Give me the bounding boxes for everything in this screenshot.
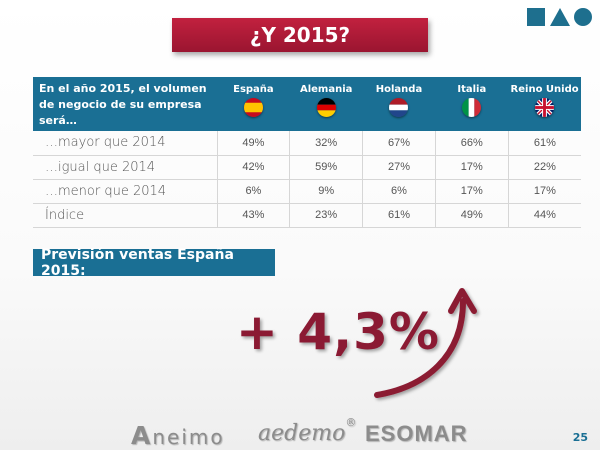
country-label: España (233, 84, 274, 95)
country-header-germany: Alemania (290, 77, 363, 131)
table-row: Índice 43% 23% 61% 49% 44% (33, 203, 581, 228)
table-cell: 61% (362, 203, 436, 228)
table-row: …mayor que 2014 49% 32% 67% 66% 61% (33, 131, 581, 156)
row-label: Índice (33, 203, 217, 228)
aneimo-logo: Aneimo (131, 421, 225, 450)
table-cell: 22% (507, 155, 581, 180)
triangle-shape-icon (550, 8, 570, 26)
country-label: Italia (457, 84, 487, 95)
country-label: Alemania (299, 84, 353, 95)
slide-title: ¿Y 2015? (172, 18, 428, 52)
table-cell: 23% (289, 203, 363, 228)
spain-flag-icon (243, 98, 263, 117)
table-cell: 67% (362, 131, 436, 156)
uk-flag-icon (535, 98, 555, 117)
aedemo-logo-text: aedemo (258, 421, 346, 446)
table-cell: 6% (216, 179, 290, 204)
table-cell: 17% (434, 155, 509, 180)
row-label: …igual que 2014 (33, 155, 217, 180)
country-header-spain: España (217, 77, 290, 131)
germany-flag-icon (316, 98, 336, 117)
table-cell: 27% (362, 155, 436, 180)
forecast-label: Previsión ventas España 2015: (33, 247, 275, 279)
survey-table: En el año 2015, el volumen de negocio de… (33, 77, 581, 228)
table-cell: 44% (507, 203, 581, 228)
netherlands-flag-icon (389, 98, 409, 117)
table-cell: 66% (434, 131, 509, 156)
table-row: …igual que 2014 42% 59% 27% 17% 22% (33, 155, 581, 180)
row-label: …menor que 2014 (33, 179, 217, 204)
italy-flag-icon (462, 98, 482, 117)
upward-arrow-icon (374, 288, 477, 398)
table-cell: 61% (507, 131, 581, 156)
page-number: 25 (572, 431, 588, 444)
table-cell: 59% (289, 155, 363, 180)
country-header-italy: Italia (435, 77, 508, 131)
country-header-uk: Reino Unido (508, 77, 581, 131)
table-cell: 49% (216, 131, 290, 156)
country-label: Holanda (375, 84, 423, 95)
table-cell: 49% (434, 203, 509, 228)
aedemo-logo: aedemo® (258, 416, 356, 446)
table-header-row: En el año 2015, el volumen de negocio de… (33, 77, 581, 131)
table-cell: 17% (507, 179, 581, 204)
circle-shape-icon (574, 8, 592, 26)
table-cell: 42% (216, 155, 290, 180)
forecast-value: + 4,3% (236, 303, 440, 361)
square-shape-icon (527, 8, 545, 26)
question-header: En el año 2015, el volumen de negocio de… (39, 82, 207, 127)
registered-mark-icon: ® (345, 415, 357, 429)
table-cell: 32% (289, 131, 363, 156)
row-label: …mayor que 2014 (33, 131, 217, 156)
country-label: Reino Unido (510, 84, 579, 95)
table-cell: 17% (434, 179, 509, 204)
table-cell: 43% (216, 203, 290, 228)
table-row: …menor que 2014 6% 9% 6% 17% 17% (33, 179, 581, 204)
table-cell: 6% (362, 179, 436, 204)
esomar-logo: ESOMAR (365, 421, 468, 446)
country-header-netherlands: Holanda (363, 77, 436, 131)
table-cell: 9% (289, 179, 363, 204)
aneimo-logo-initial: A (131, 421, 153, 450)
aneimo-logo-text: neimo (152, 425, 225, 449)
